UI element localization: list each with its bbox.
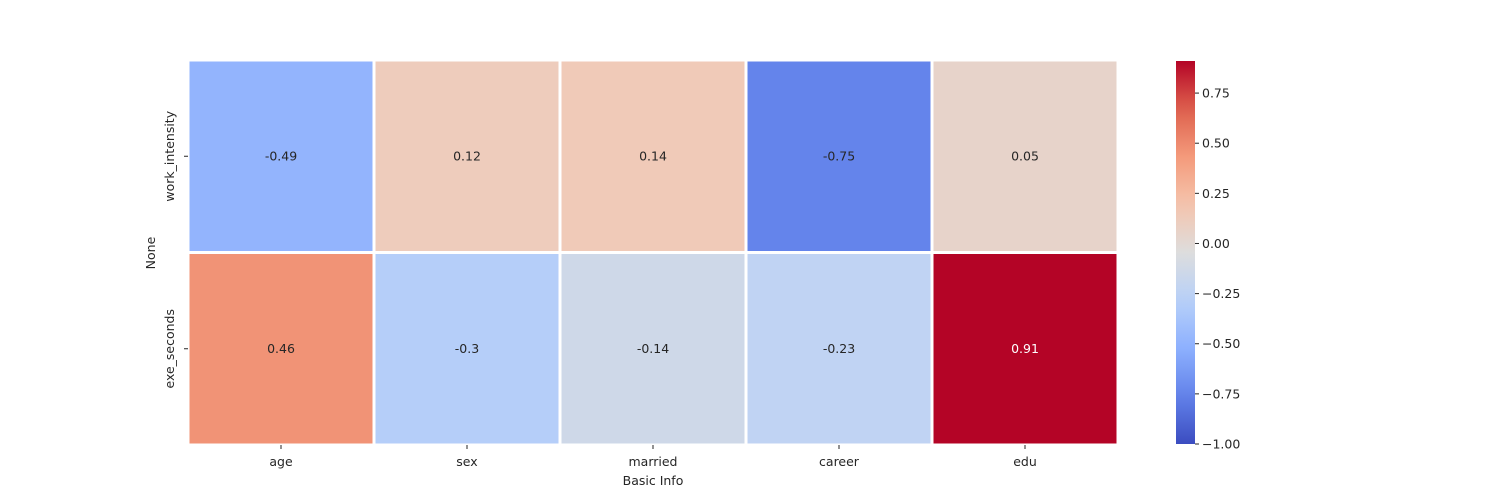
x-axis: age sex married career edu [269, 445, 1037, 469]
cell-value-label: -0.14 [637, 341, 669, 356]
cell-value-label: 0.46 [267, 341, 295, 356]
x-tick-label: married [629, 454, 678, 469]
heatmap-cell [186, 58, 376, 254]
x-tick-label: sex [456, 454, 477, 469]
x-tick-label: edu [1013, 454, 1037, 469]
colorbar-tick-label: 0.75 [1202, 86, 1230, 101]
heatmap-cells: -0.49 0.12 0.14 -0.75 0.05 0.46 -0.3 -0.14 -0.23… [186, 58, 1120, 447]
heatmap-cell [372, 58, 562, 254]
x-tick-label: career [819, 454, 860, 469]
colorbar-tick-label: −1.00 [1202, 437, 1240, 452]
colorbar-tick-label: 0.00 [1202, 236, 1230, 251]
colorbar-tick-label: −0.25 [1202, 286, 1240, 301]
y-axis-title: None [143, 236, 158, 269]
cell-value-label: -0.49 [265, 148, 297, 163]
colorbar-tick-label: −0.50 [1202, 336, 1240, 351]
cell-value-label: -0.3 [455, 341, 479, 356]
cell-value-label: 0.05 [1011, 148, 1039, 163]
colorbar: 0.75 0.50 0.25 0.00 −0.25 −0.50 −0.75 −1.00 [1176, 61, 1240, 452]
colorbar-tick-label: 0.50 [1202, 136, 1230, 151]
y-axis: work_intensity exe_seconds [162, 110, 188, 389]
x-tick-label: age [269, 454, 293, 469]
heatmap-cell [744, 58, 934, 254]
cell-value-label: 0.91 [1011, 341, 1039, 356]
y-tick-label: work_intensity [162, 110, 177, 201]
x-axis-title: Basic Info [623, 473, 684, 488]
colorbar-tick-label: 0.25 [1202, 186, 1230, 201]
cell-value-label: -0.23 [823, 341, 855, 356]
cell-value-label: 0.12 [453, 148, 481, 163]
heatmap-cell [558, 251, 748, 447]
heatmap-cell [930, 251, 1120, 447]
colorbar-gradient [1176, 61, 1195, 444]
cell-value-label: -0.75 [823, 148, 855, 163]
y-tick-label: exe_seconds [162, 309, 177, 389]
colorbar-tick-label: −0.75 [1202, 386, 1240, 401]
cell-value-label: 0.14 [639, 148, 667, 163]
heatmap-cell [558, 58, 748, 254]
